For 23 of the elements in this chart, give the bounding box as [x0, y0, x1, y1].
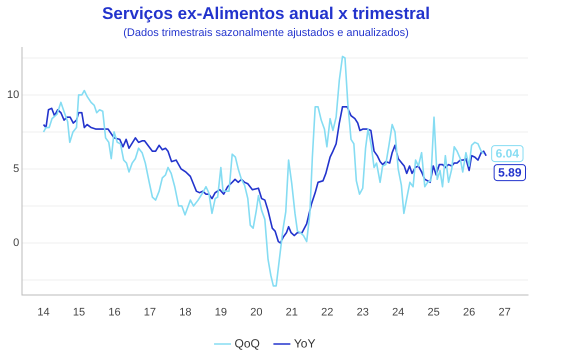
legend-label: QoQ [234, 336, 260, 350]
annotation: 5.89 [498, 165, 522, 180]
y-tick-label: 0 [13, 237, 20, 250]
x-tick-label: 26 [463, 306, 476, 318]
x-tick-label: 15 [72, 306, 86, 318]
x-tick-label: 17 [144, 306, 156, 318]
chart-subtitle: (Dados trimestrais sazonalmente ajustados e anualizados) [123, 27, 409, 40]
x-tick-label: 23 [356, 306, 369, 318]
x-tick-label: 25 [428, 306, 440, 318]
annotation: 6.04 [496, 146, 520, 160]
x-tick-label: 16 [108, 306, 121, 318]
x-tick-label: 21 [286, 306, 298, 318]
chart-title: Serviços ex-Alimentos anual x trimestral [102, 4, 430, 23]
x-tick-label: 27 [498, 306, 511, 318]
x-tick-label: 22 [321, 306, 334, 318]
x-tick-label: 14 [37, 306, 50, 318]
x-tick-label: 24 [392, 306, 404, 318]
y-tick-label: 10 [6, 89, 20, 101]
y-tick-label: 5 [13, 163, 20, 176]
legend-label: YoY [294, 336, 316, 350]
x-tick-label: 19 [214, 306, 227, 318]
x-tick-label: 18 [179, 306, 192, 318]
x-tick-label: 20 [250, 306, 262, 318]
